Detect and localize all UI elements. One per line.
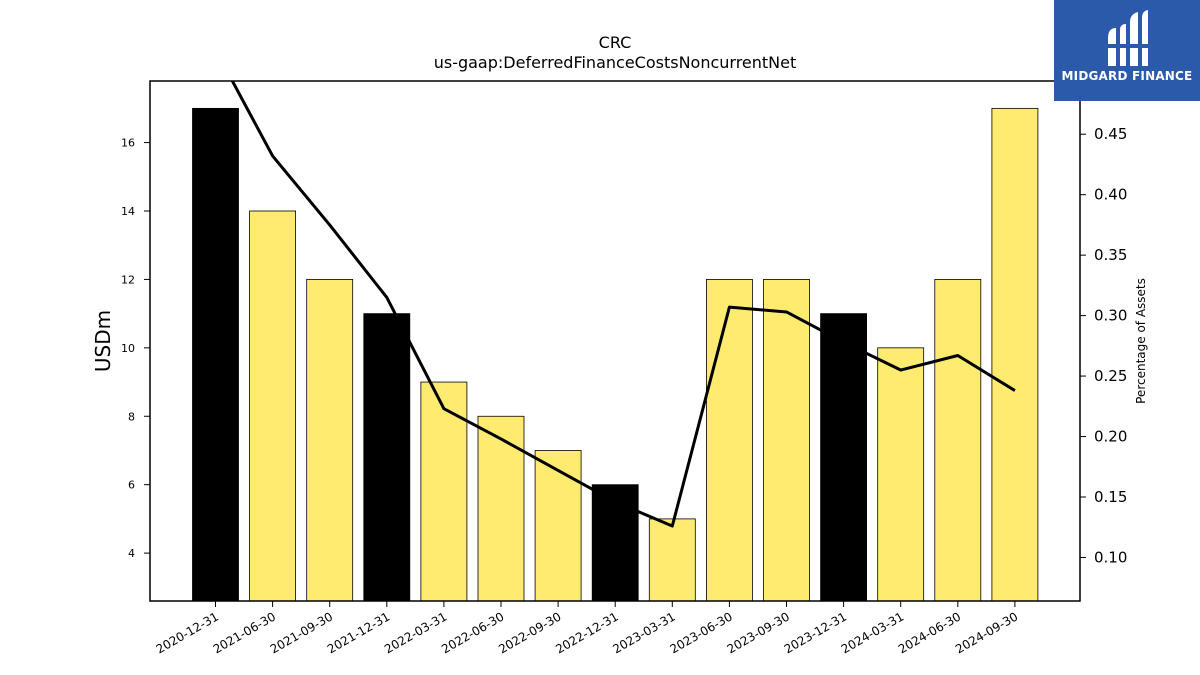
x-tick-label: 2022-09-30 xyxy=(496,609,563,656)
chart-subtitle: us-gaap:DeferredFinanceCostsNoncurrentNe… xyxy=(434,53,797,72)
x-tick-label: 2024-06-30 xyxy=(896,609,963,656)
y2-tick-label: 0.45 xyxy=(1094,125,1127,143)
bar xyxy=(534,450,582,602)
y-tick-label: 12 xyxy=(121,273,135,286)
y-axis-label: USDm xyxy=(91,310,115,372)
y2-tick-label: 0.20 xyxy=(1094,428,1127,446)
x-tick-label: 2021-09-30 xyxy=(268,609,335,656)
line-group xyxy=(230,81,1016,528)
x-axis: 2020-12-312021-06-302021-09-302021-12-31… xyxy=(154,601,1020,656)
bar xyxy=(249,210,297,602)
y2-tick-label: 0.10 xyxy=(1094,548,1127,566)
bar xyxy=(477,415,525,602)
y2-tick-label: 0.35 xyxy=(1094,246,1127,264)
y2-tick-label: 0.40 xyxy=(1094,186,1127,204)
x-tick-label: 2024-09-30 xyxy=(953,609,1020,656)
bar xyxy=(706,279,753,602)
y2-tick-label: 0.30 xyxy=(1094,307,1127,325)
y-tick-label: 4 xyxy=(128,547,135,560)
x-tick-label: 2022-06-30 xyxy=(439,609,506,656)
x-tick-label: 2022-12-31 xyxy=(553,609,620,656)
bar xyxy=(363,313,411,602)
bar xyxy=(648,518,696,602)
logo-mark-icon xyxy=(1106,10,1150,66)
x-tick-label: 2023-03-31 xyxy=(610,609,677,656)
x-tick-label: 2021-06-30 xyxy=(211,609,278,656)
y2-tick-label: 0.15 xyxy=(1094,488,1127,506)
right-axis: 0.10 0.15 0.20 0.25 0.30 0.35 0.40 0.45 xyxy=(1080,125,1127,566)
y-tick-label: 8 xyxy=(128,410,135,423)
x-tick-label: 2024-03-31 xyxy=(839,609,906,656)
y2-tick-label: 0.25 xyxy=(1094,367,1127,385)
x-tick-label: 2020-12-31 xyxy=(154,609,221,656)
bar xyxy=(820,313,867,602)
logo-text: MIDGARD FINANCE xyxy=(1061,69,1193,83)
bar xyxy=(763,279,810,602)
y-tick-label: 10 xyxy=(121,342,135,355)
bar xyxy=(991,107,1039,602)
x-tick-label: 2021-12-31 xyxy=(325,609,392,656)
x-tick-label: 2023-12-31 xyxy=(782,609,849,656)
chart-title: CRC xyxy=(599,33,632,52)
y2-axis-label: Percentage of Assets xyxy=(1134,278,1148,404)
bar xyxy=(306,279,354,602)
bar xyxy=(192,107,239,602)
left-axis: 4 6 8 10 12 14 16 xyxy=(121,137,150,560)
bars-group xyxy=(192,107,1039,602)
bar xyxy=(934,279,982,602)
y-tick-label: 14 xyxy=(121,205,135,218)
series-line xyxy=(230,81,1016,528)
bar xyxy=(420,381,468,602)
bar xyxy=(877,347,925,602)
bar xyxy=(591,484,639,602)
x-tick-label: 2023-06-30 xyxy=(667,609,734,656)
brand-logo: MIDGARD FINANCE xyxy=(1054,0,1200,101)
y-tick-label: 6 xyxy=(128,479,135,492)
y-tick-label: 16 xyxy=(121,137,135,150)
x-tick-label: 2023-09-30 xyxy=(725,609,792,656)
x-tick-label: 2022-03-31 xyxy=(382,609,449,656)
